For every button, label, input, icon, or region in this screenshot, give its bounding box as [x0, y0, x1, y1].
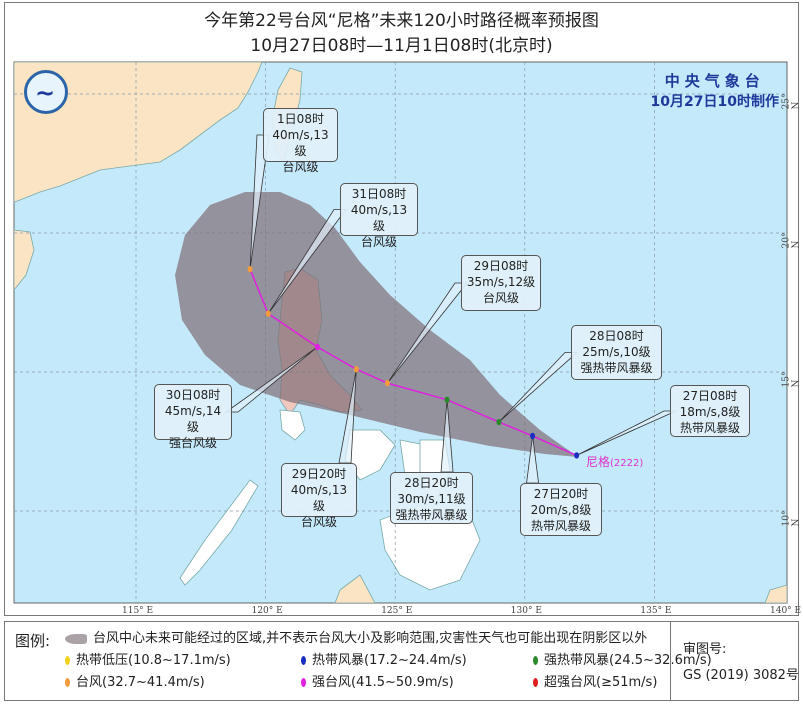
forecast-label: 29日08时 35m/s,12级 台风级 — [461, 255, 541, 311]
latitude-label: 25° N — [781, 93, 802, 110]
legend-item-label: 强台风(41.5~50.9m/s) — [312, 675, 454, 690]
latitude-label: 20° N — [781, 232, 802, 249]
forecast-time: 31日08时 — [351, 187, 407, 201]
storm-name-label: 尼格(2222) — [586, 453, 643, 470]
legend-item: 强热带风暴(24.5~32.6m/s) — [533, 649, 712, 668]
latitude-label: 10° N — [781, 510, 802, 527]
category-dot-icon — [65, 678, 70, 687]
forecast-label: 1日08时 40m/s,13级台风级 — [263, 108, 338, 174]
legend-item: 超强台风(≥51m/s) — [533, 671, 657, 690]
cone-swatch — [65, 633, 87, 644]
legend-item: 热带风暴(17.2~24.4m/s) — [301, 649, 467, 668]
legend: 图例: 台风中心未来可能经过的区域,并不表示台风大小及影响范围,灾害性天气也可能… — [4, 621, 799, 701]
forecast-category: 台风级 — [300, 515, 337, 529]
issuer-block: 中央气象台 10月27日10时制作 — [651, 70, 779, 111]
track-point[interactable] — [496, 418, 502, 426]
forecast-label: 27日08时 18m/s,8级 热带风暴级 — [670, 385, 750, 437]
forecast-label: 28日20时 30m/s,11级 强热带风暴级 — [390, 472, 473, 524]
forecast-wind: 35m/s,12级 — [466, 275, 536, 289]
forecast-time: 28日08时 — [589, 329, 644, 343]
storm-name: 尼格 — [586, 455, 611, 469]
forecast-wind: 40m/s,13级 — [290, 483, 348, 513]
longitude-label: 125° E — [381, 606, 413, 616]
forecast-wind: 45m/s,14级 — [164, 404, 222, 434]
forecast-label: 30日08时 45m/s,14级强台风级 — [154, 384, 232, 450]
track-point[interactable] — [265, 310, 271, 317]
forecast-label: 27日20时 20m/s,8级 热带风暴级 — [520, 483, 602, 536]
forecast-category: 热带风暴级 — [530, 519, 591, 533]
forecast-category: 台风级 — [282, 160, 319, 174]
track-point[interactable] — [314, 343, 320, 351]
forecast-category: 台风级 — [482, 291, 519, 305]
forecast-time: 29日20时 — [291, 467, 347, 481]
forecast-category: 强热带风暴级 — [395, 508, 468, 522]
china-mainland — [14, 62, 263, 203]
forecast-time: 27日20时 — [533, 487, 589, 501]
map-title: 今年第22号台风“尼格”未来120小时路径概率预报图 — [204, 11, 599, 31]
legend-item-label: 热带风暴(17.2~24.4m/s) — [312, 653, 467, 668]
forecast-category: 台风级 — [360, 235, 397, 249]
cma-logo: ~ — [24, 70, 68, 114]
forecast-time: 30日08时 — [165, 388, 221, 402]
forecast-category: 热带风暴级 — [679, 421, 740, 435]
track-point[interactable] — [384, 379, 390, 387]
approval-number: GS (2019) 3082号 — [683, 668, 799, 683]
forecast-label: 28日08时 25m/s,10级 强热带风暴级 — [571, 325, 662, 380]
issue-time: 10月27日10时制作 — [650, 94, 779, 110]
leizhou-hainan — [14, 229, 35, 291]
track-point[interactable] — [353, 366, 359, 373]
forecast-time: 27日08时 — [682, 389, 738, 403]
latitude-label: 15° N — [781, 371, 802, 388]
longitude-label: 120° E — [251, 606, 283, 616]
category-dot-icon — [533, 656, 538, 665]
forecast-label: 29日20时 40m/s,13级台风级 — [281, 463, 357, 529]
forecast-wind: 40m/s,13级 — [272, 128, 329, 158]
approval-label: 审图号: — [683, 642, 727, 657]
figure-frame — [4, 2, 799, 616]
sulawesi-borneo — [334, 574, 787, 603]
forecast-time: 29日08时 — [473, 259, 529, 273]
legend-item-label: 台风(32.7~41.4m/s) — [76, 675, 205, 690]
track-point[interactable] — [530, 432, 536, 440]
forecast-wind: 30m/s,11级 — [397, 492, 466, 506]
legend-cone: 台风中心未来可能经过的区域,并不表示台风大小及影响范围,灾害性天气也可能出现在阴… — [65, 627, 647, 646]
forecast-category: 强台风级 — [168, 436, 217, 450]
category-dot-icon — [533, 678, 538, 687]
agency-name: 中央气象台 — [664, 72, 765, 90]
callout-pointer — [224, 346, 318, 413]
legend-cone-text: 台风中心未来可能经过的区域,并不表示台风大小及影响范围,灾害性天气也可能出现在阴… — [93, 631, 648, 646]
legend-item-label: 超强台风(≥51m/s) — [544, 675, 658, 690]
map-subtitle: 10月27日08时—11月1日08时(北京时) — [250, 36, 553, 56]
legend-heading: 图例: — [15, 632, 51, 650]
forecast-wind: 18m/s,8级 — [679, 405, 741, 419]
forecast-time: 1日08时 — [277, 112, 324, 126]
legend-item-label: 热带低压(10.8~17.1m/s) — [76, 653, 231, 668]
track-point[interactable] — [574, 452, 580, 459]
forecast-wind: 40m/s,13级 — [350, 203, 408, 233]
track-point[interactable] — [247, 265, 253, 273]
category-dot-icon — [301, 678, 306, 687]
forecast-category: 强热带风暴级 — [580, 361, 653, 375]
longitude-label: 135° E — [640, 606, 672, 616]
probability-cone — [175, 192, 578, 457]
approval-block: 审图号: GS (2019) 3082号 — [670, 622, 799, 700]
longitude-label: 130° E — [510, 606, 542, 616]
track-point[interactable] — [444, 396, 450, 403]
forecast-wind: 25m/s,10级 — [582, 345, 651, 359]
legend-item: 强台风(41.5~50.9m/s) — [301, 671, 454, 690]
forecast-time: 28日20时 — [404, 476, 459, 490]
palawan — [179, 479, 259, 586]
longitude-label: 115° E — [122, 606, 154, 616]
longitude-label: 140° E — [770, 606, 802, 616]
legend-item: 台风(32.7~41.4m/s) — [65, 671, 205, 690]
forecast-wind: 20m/s,8级 — [530, 503, 592, 517]
mindoro — [279, 409, 306, 441]
category-dot-icon — [65, 656, 70, 665]
legend-item-label: 强热带风暴(24.5~32.6m/s) — [544, 653, 712, 668]
storm-code: (2222) — [610, 458, 644, 469]
forecast-label: 31日08时 40m/s,13级台风级 — [340, 183, 418, 249]
category-dot-icon — [301, 656, 306, 665]
legend-item: 热带低压(10.8~17.1m/s) — [65, 649, 231, 668]
